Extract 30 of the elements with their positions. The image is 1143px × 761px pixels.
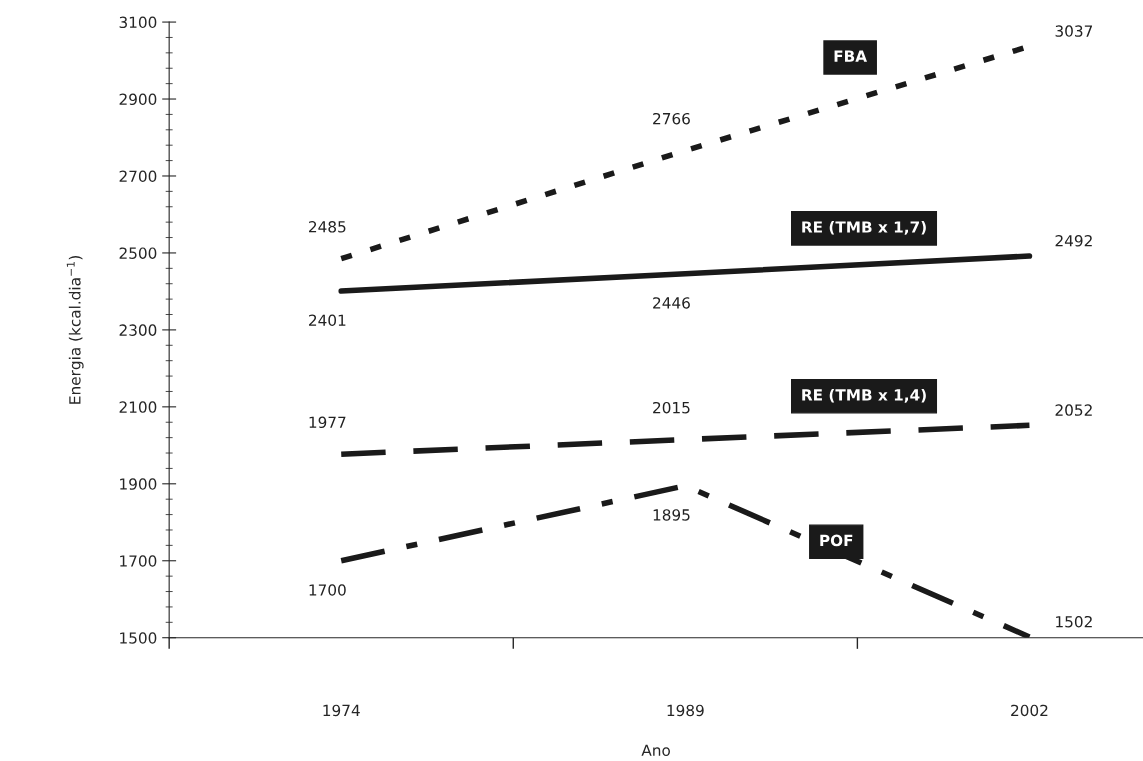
- text: FBA: [834, 50, 868, 62]
- data-label: 2766: [653, 112, 690, 125]
- x-tick-label: 2002: [1011, 704, 1048, 717]
- data-label: 2492: [1055, 235, 1092, 247]
- series-label: POF: [820, 534, 853, 547]
- data-label: 3037: [1055, 25, 1093, 37]
- data-label: 1977: [309, 416, 346, 429]
- x-tick-label: 1989: [667, 704, 704, 717]
- y-tick-label: 2900: [119, 93, 157, 106]
- x-axis-title: Ano: [641, 744, 670, 756]
- x-tick-label: 1974: [323, 704, 360, 717]
- y-tick-label: 2100: [119, 401, 157, 413]
- series-label: RE (TMB x 1,4): [802, 388, 926, 403]
- y-tick-label: 2700: [119, 170, 157, 182]
- y-tick-label: 1700: [120, 555, 157, 567]
- data-label: 2485: [309, 221, 346, 233]
- y-tick-label: 3100: [119, 16, 157, 29]
- y-axis-title: Energia (kcal.dia$^{−1}$): [66, 256, 84, 404]
- data-label: 1895: [653, 509, 690, 521]
- y-tick-label: 1500: [120, 632, 157, 644]
- data-label: 2015: [653, 401, 690, 414]
- y-tick-label: 2500: [119, 247, 157, 259]
- series-label: RE (TMB x 1,7): [802, 221, 926, 235]
- data-label: 1700: [309, 584, 346, 596]
- data-label: 2052: [1055, 404, 1092, 416]
- y-tick-label: 1900: [120, 478, 157, 490]
- data-label: 1502: [1056, 615, 1092, 628]
- data-label: 2446: [653, 297, 690, 309]
- data-label: 2401: [309, 314, 346, 327]
- y-tick-label: 2300: [119, 324, 157, 336]
